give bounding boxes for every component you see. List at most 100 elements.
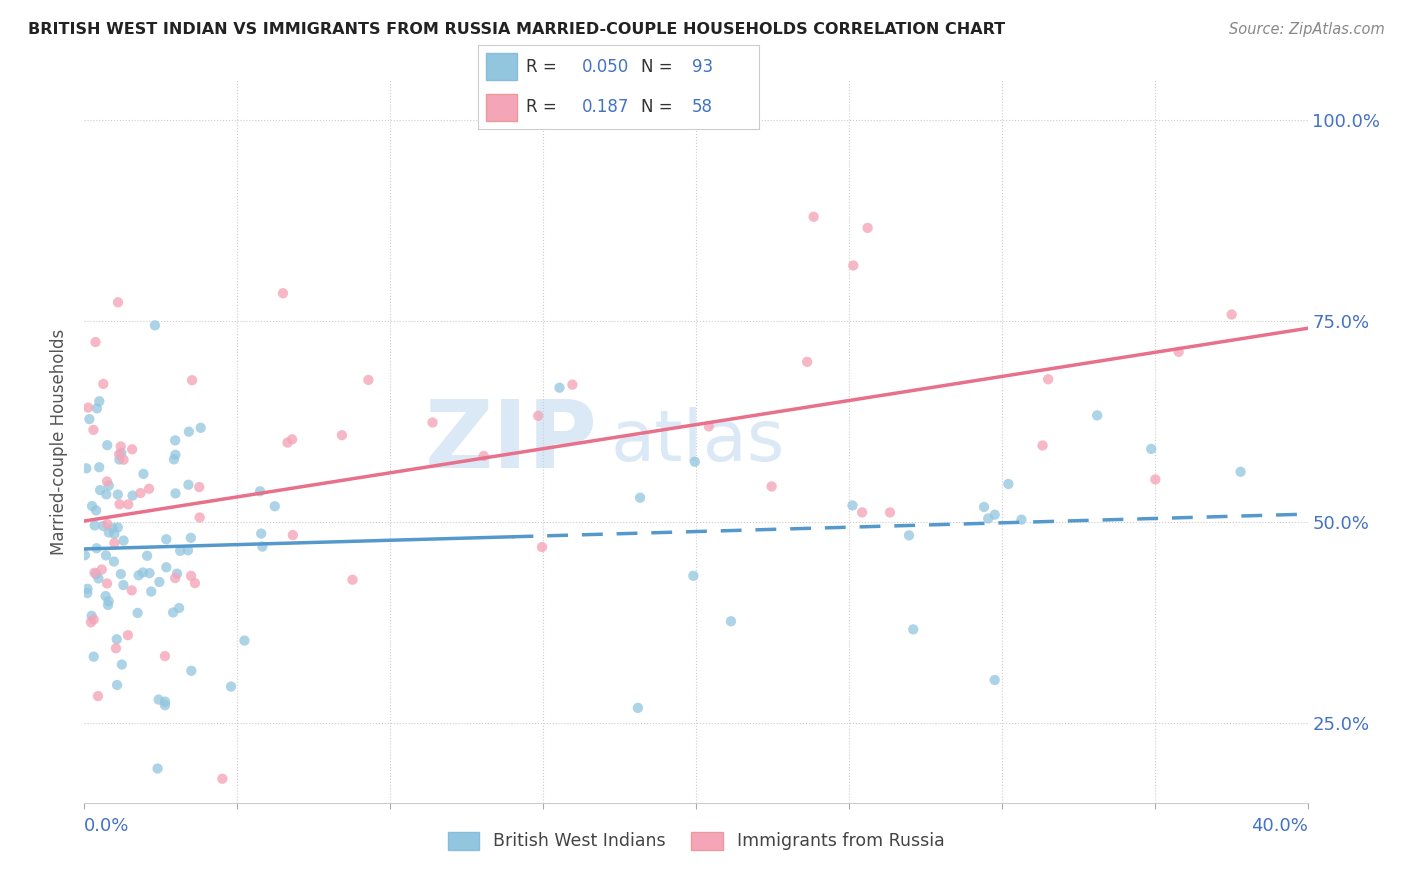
Point xyxy=(163,452,186,467)
Point xyxy=(121,489,143,503)
Point xyxy=(101,521,124,535)
Point xyxy=(108,497,131,511)
Point xyxy=(96,438,118,452)
Point xyxy=(84,334,107,349)
Point xyxy=(94,549,117,563)
Point xyxy=(155,560,177,574)
Point xyxy=(96,487,118,501)
Point xyxy=(177,425,200,439)
Point xyxy=(1036,372,1059,386)
Point xyxy=(180,569,202,583)
Point xyxy=(105,678,128,692)
Point xyxy=(842,259,865,273)
Point xyxy=(977,511,1000,525)
Point xyxy=(165,434,187,448)
Point xyxy=(107,487,129,501)
Point xyxy=(796,355,818,369)
Point xyxy=(108,452,131,467)
Point xyxy=(110,440,132,454)
Text: R =: R = xyxy=(526,98,562,116)
Point xyxy=(141,584,163,599)
Point xyxy=(561,377,583,392)
Point xyxy=(841,499,863,513)
Point xyxy=(129,486,152,500)
Point xyxy=(112,533,135,548)
Point xyxy=(82,423,104,437)
Point xyxy=(1167,344,1189,359)
Text: 40.0%: 40.0% xyxy=(1251,817,1308,835)
Text: Source: ZipAtlas.com: Source: ZipAtlas.com xyxy=(1229,22,1385,37)
Point xyxy=(281,433,304,447)
Point xyxy=(90,562,112,576)
Point xyxy=(184,576,207,591)
Point xyxy=(108,447,131,461)
Point xyxy=(548,381,571,395)
Y-axis label: Married-couple Households: Married-couple Households xyxy=(51,328,69,555)
Text: N =: N = xyxy=(641,98,672,116)
Text: 0.0%: 0.0% xyxy=(84,817,129,835)
Point xyxy=(138,482,160,496)
Point xyxy=(96,475,118,489)
Point xyxy=(148,574,170,589)
Point xyxy=(357,373,380,387)
Point xyxy=(83,613,105,627)
Legend: British West Indians, Immigrants from Russia: British West Indians, Immigrants from Ru… xyxy=(439,823,953,859)
Point xyxy=(898,528,921,542)
Point xyxy=(84,566,107,581)
Point xyxy=(107,520,129,534)
Text: N =: N = xyxy=(641,58,672,76)
Point xyxy=(153,649,176,664)
Point xyxy=(143,318,166,333)
Point xyxy=(683,455,706,469)
Point xyxy=(856,220,879,235)
Point xyxy=(527,409,550,423)
Point xyxy=(107,295,129,310)
Point xyxy=(80,499,103,513)
Point xyxy=(281,528,304,542)
Point xyxy=(177,477,200,491)
Point xyxy=(188,480,211,494)
Point xyxy=(1229,465,1251,479)
Point xyxy=(86,541,108,556)
Point xyxy=(83,566,105,580)
Point xyxy=(165,448,187,462)
Point xyxy=(128,568,150,582)
Point xyxy=(110,567,132,582)
Point xyxy=(132,467,155,481)
Point xyxy=(997,477,1019,491)
Point xyxy=(1031,438,1053,452)
Point xyxy=(104,641,127,656)
Point xyxy=(851,505,873,519)
Point xyxy=(162,606,184,620)
Point xyxy=(903,623,925,637)
Point xyxy=(1140,442,1163,456)
Point xyxy=(73,548,96,562)
Point xyxy=(87,572,110,586)
Point xyxy=(89,394,111,409)
Text: R =: R = xyxy=(526,58,562,76)
Point xyxy=(181,373,204,387)
Point xyxy=(1085,409,1108,423)
Text: 0.187: 0.187 xyxy=(582,98,630,116)
Point xyxy=(127,606,149,620)
Point xyxy=(97,525,120,540)
Point xyxy=(983,508,1005,522)
Point xyxy=(983,673,1005,687)
Point xyxy=(252,540,274,554)
Point xyxy=(165,486,187,500)
Point xyxy=(86,401,108,416)
Point xyxy=(77,401,100,415)
Text: 93: 93 xyxy=(692,58,713,76)
Point xyxy=(422,416,444,430)
Point xyxy=(250,526,273,541)
Point xyxy=(682,568,704,582)
Point xyxy=(211,772,233,786)
Point xyxy=(76,586,98,600)
Point xyxy=(97,478,120,492)
Point xyxy=(879,505,901,519)
Point xyxy=(91,376,114,391)
Point xyxy=(121,583,143,598)
Point xyxy=(121,442,143,457)
Point xyxy=(219,680,242,694)
Point xyxy=(103,536,125,550)
